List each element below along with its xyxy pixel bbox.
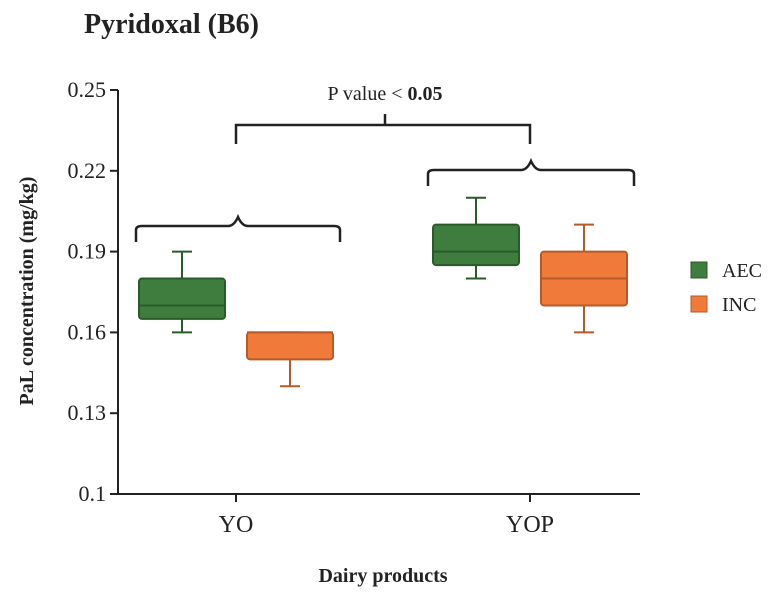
brace-yop	[426, 157, 636, 186]
y-tick-label: 0.13	[68, 400, 107, 425]
y-axis-label: PaL concentration (mg/kg)	[16, 177, 38, 406]
p-value-annotation: P value < 0.05	[328, 83, 443, 105]
legend-swatch-aec	[690, 261, 708, 279]
significance-bracket	[234, 123, 532, 144]
chart-title: Pyridoxal (B6)	[84, 9, 259, 40]
axes	[117, 90, 640, 495]
box-iqr	[432, 223, 520, 267]
x-ticks: YO YOP	[219, 494, 554, 538]
boxes	[138, 196, 628, 388]
y-tick-label: 0.25	[68, 77, 107, 102]
y-tick-label: 0.16	[68, 319, 107, 344]
brace-yo	[134, 213, 342, 242]
x-tick-label: YO	[219, 512, 254, 538]
box-aec-yo	[138, 250, 226, 334]
y-ticks: 0.1 0.13 0.16 0.19 0.22 0.25	[68, 77, 118, 506]
p-value-prefix: P value <	[328, 83, 408, 105]
x-tick-label: YOP	[506, 512, 554, 538]
box-inc-yop	[540, 223, 628, 334]
group-braces	[134, 114, 636, 242]
box-inc-yo	[246, 331, 334, 388]
box-aec-yop	[432, 196, 520, 280]
legend-label-aec: AEC	[722, 260, 762, 282]
x-axis-label: Dairy products	[318, 565, 447, 587]
y-tick-label: 0.1	[79, 481, 107, 506]
y-tick-label: 0.19	[68, 239, 107, 264]
y-tick-label: 0.22	[68, 158, 107, 183]
box-iqr	[246, 331, 334, 361]
box-iqr	[138, 277, 226, 320]
legend-label-inc: INC	[722, 294, 756, 316]
legend: AEC INC	[690, 260, 762, 316]
legend-swatch-inc	[690, 295, 708, 313]
p-value-number: 0.05	[407, 83, 442, 105]
